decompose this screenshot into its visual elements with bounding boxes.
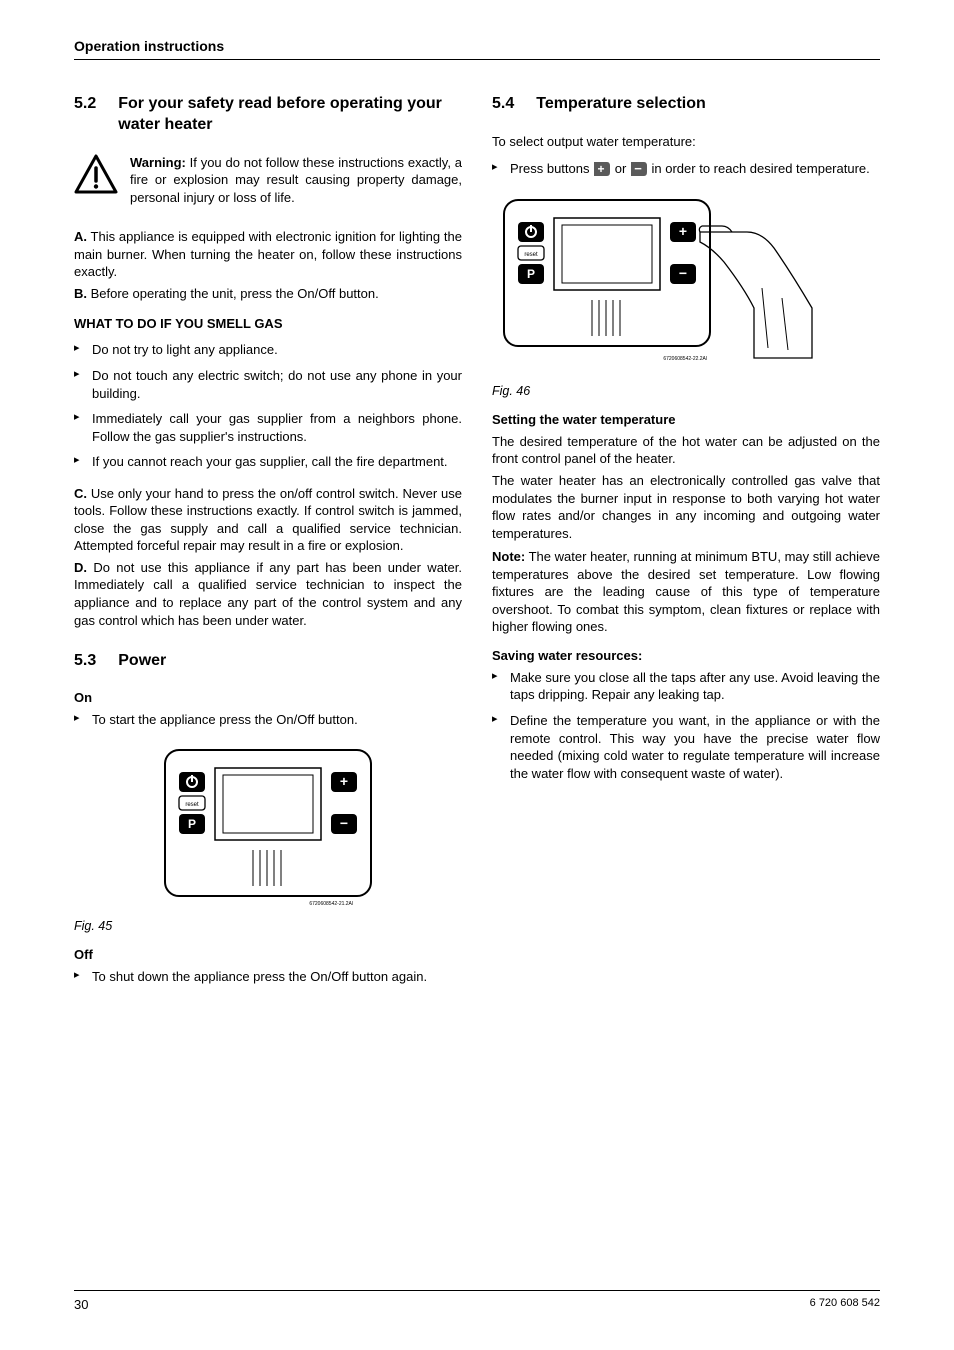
section-title: Temperature selection	[536, 94, 706, 115]
svg-text:reset: reset	[185, 802, 199, 808]
svg-text:6720608542-22.2Al: 6720608542-22.2Al	[663, 356, 707, 362]
para-b: B. Before operating the unit, press the …	[74, 285, 462, 303]
smell-gas-heading: WHAT TO DO IF YOU SMELL GAS	[74, 316, 462, 331]
figure-46: reset P + − 6720608542-22.2Al	[492, 188, 880, 378]
para-b-label: B.	[74, 286, 87, 301]
press-pre: Press buttons	[510, 161, 593, 176]
para-d: D. Do not use this appliance if any part…	[74, 559, 462, 629]
note-paragraph: Note: The water heater, running at minim…	[492, 548, 880, 636]
saving-heading: Saving water resources:	[492, 648, 880, 663]
list-item: Press buttons + or − in order to reach d…	[492, 160, 880, 178]
note-text: The water heater, running at minimum BTU…	[492, 549, 880, 634]
fig-45-caption: Fig. 45	[74, 919, 462, 933]
section-5-3-heading: 5.3 Power	[74, 651, 462, 672]
smell-gas-list: Do not try to light any appliance. Do no…	[74, 341, 462, 470]
svg-text:+: +	[679, 223, 687, 239]
off-list: To shut down the appliance press the On/…	[74, 968, 462, 986]
section-5-2-heading: 5.2 For your safety read before operatin…	[74, 94, 462, 136]
svg-text:P: P	[188, 817, 196, 831]
warning-label: Warning:	[130, 155, 186, 170]
press-buttons-list: Press buttons + or − in order to reach d…	[492, 160, 880, 178]
press-post: in order to reach desired temperature.	[648, 161, 870, 176]
list-item: To start the appliance press the On/Off …	[74, 711, 462, 729]
header-title: Operation instructions	[74, 38, 224, 54]
press-mid: or	[611, 161, 630, 176]
svg-text:reset: reset	[524, 252, 538, 258]
list-item: Define the temperature you want, in the …	[492, 712, 880, 782]
section-title: For your safety read before operating yo…	[118, 94, 462, 136]
left-column: 5.2 For your safety read before operatin…	[74, 94, 462, 1000]
plus-button-icon: +	[593, 161, 611, 177]
svg-text:6720608542-21.2Al: 6720608542-21.2Al	[309, 901, 353, 907]
fig-46-caption: Fig. 46	[492, 384, 880, 398]
list-item: Make sure you close all the taps after a…	[492, 669, 880, 704]
temp-intro: To select output water temperature:	[492, 133, 880, 151]
svg-text:P: P	[527, 267, 535, 281]
on-heading: On	[74, 690, 462, 705]
doc-number: 6 720 608 542	[810, 1297, 880, 1312]
para-c-label: C.	[74, 486, 87, 501]
list-item: Immediately call your gas supplier from …	[74, 410, 462, 445]
para-c: C. Use only your hand to press the on/of…	[74, 485, 462, 555]
on-list: To start the appliance press the On/Off …	[74, 711, 462, 729]
svg-text:−: −	[340, 815, 348, 831]
saving-list: Make sure you close all the taps after a…	[492, 669, 880, 782]
list-item: If you cannot reach your gas supplier, c…	[74, 453, 462, 471]
svg-text:+: +	[598, 162, 605, 176]
warning-block: Warning: If you do not follow these inst…	[74, 154, 462, 207]
page-footer: 30 6 720 608 542	[74, 1290, 880, 1312]
section-number: 5.2	[74, 94, 96, 136]
page-number: 30	[74, 1297, 88, 1312]
svg-text:−: −	[679, 265, 687, 281]
minus-button-icon: −	[630, 161, 648, 177]
off-heading: Off	[74, 947, 462, 962]
right-column: 5.4 Temperature selection To select outp…	[492, 94, 880, 1000]
section-number: 5.4	[492, 94, 514, 115]
para-d-label: D.	[74, 560, 87, 575]
para-a: A. This appliance is equipped with elect…	[74, 228, 462, 281]
para-c-text: Use only your hand to press the on/off c…	[74, 486, 462, 554]
list-item: Do not touch any electric switch; do not…	[74, 367, 462, 402]
section-title: Power	[118, 651, 166, 672]
svg-text:+: +	[340, 773, 348, 789]
note-label: Note:	[492, 549, 525, 564]
warning-icon	[74, 154, 118, 194]
para-a-text: This appliance is equipped with electron…	[74, 229, 462, 279]
list-item: To shut down the appliance press the On/…	[74, 968, 462, 986]
para-d-text: Do not use this appliance if any part ha…	[74, 560, 462, 628]
section-number: 5.3	[74, 651, 96, 672]
svg-text:−: −	[634, 161, 642, 176]
warning-text: Warning: If you do not follow these inst…	[130, 154, 462, 207]
page-header: Operation instructions	[74, 38, 880, 60]
setting-p1: The desired temperature of the hot water…	[492, 433, 880, 468]
para-b-text: Before operating the unit, press the On/…	[87, 286, 379, 301]
para-a-label: A.	[74, 229, 87, 244]
content-columns: 5.2 For your safety read before operatin…	[74, 94, 880, 1000]
setting-heading: Setting the water temperature	[492, 412, 880, 427]
figure-45: reset P + − 6720608542-21.2Al	[74, 738, 462, 913]
list-item: Do not try to light any appliance.	[74, 341, 462, 359]
section-5-4-heading: 5.4 Temperature selection	[492, 94, 880, 115]
setting-p2: The water heater has an electronically c…	[492, 472, 880, 542]
